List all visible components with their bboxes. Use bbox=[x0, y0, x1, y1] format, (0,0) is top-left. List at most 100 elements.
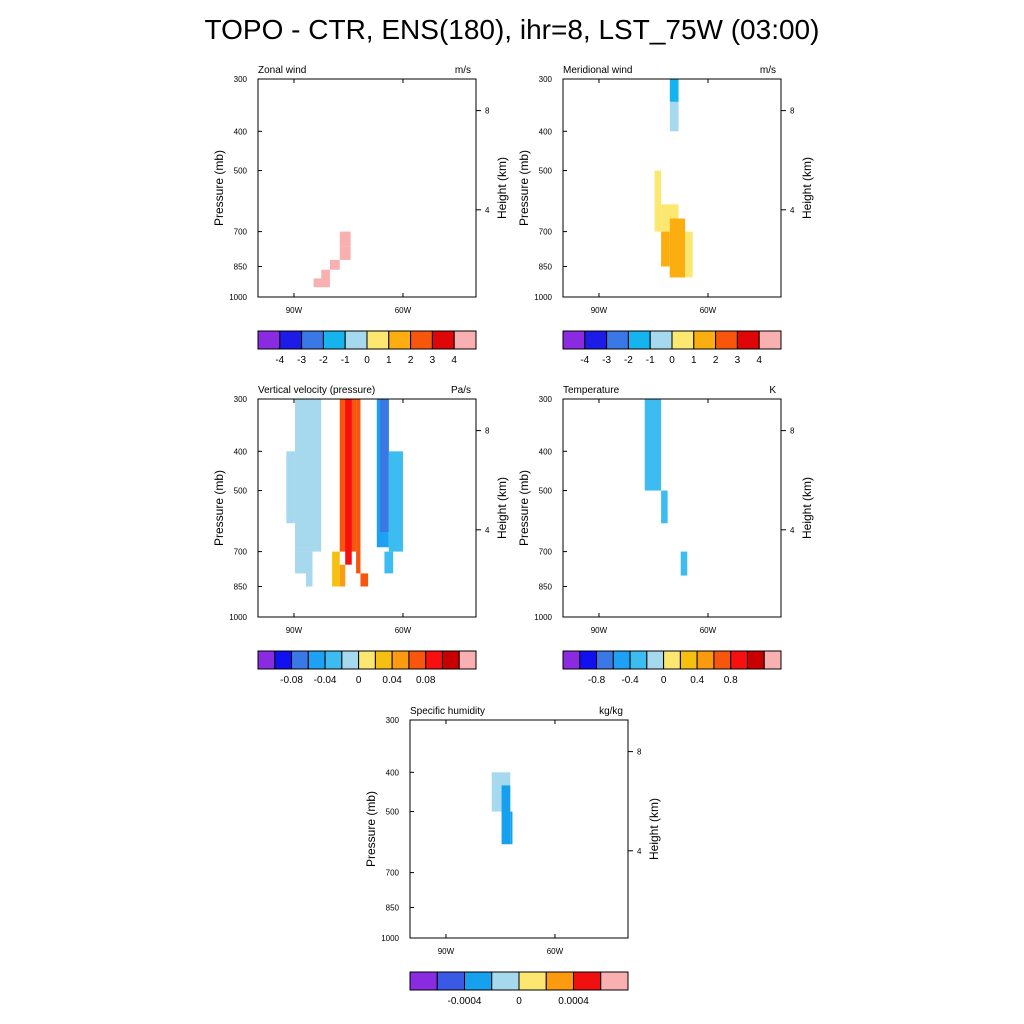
field-cell bbox=[380, 399, 389, 532]
colorbar-swatch bbox=[606, 330, 629, 350]
field-cell bbox=[329, 259, 340, 270]
right-tick-label: 8 bbox=[485, 107, 490, 116]
field-cell bbox=[305, 551, 313, 587]
colorbar-label: -0.4 bbox=[621, 675, 639, 686]
field-cell bbox=[360, 573, 369, 587]
x-tick-label: 90W bbox=[591, 306, 608, 315]
x-tick-label: 90W bbox=[591, 626, 608, 635]
colorbar-label: -4 bbox=[580, 355, 589, 366]
plot-frame bbox=[562, 398, 782, 618]
colorbar-swatch bbox=[629, 650, 648, 670]
field-cell bbox=[388, 451, 403, 552]
colorbar-swatch bbox=[324, 650, 343, 670]
colorbar-label: 0 bbox=[661, 675, 667, 686]
y-tick-label: 300 bbox=[539, 395, 553, 404]
field-cell bbox=[669, 218, 686, 278]
colorbar-swatch bbox=[257, 650, 276, 670]
colorbar-label: 0.08 bbox=[416, 675, 436, 686]
right-tick-label: 4 bbox=[790, 526, 795, 535]
y-tick-label: 400 bbox=[539, 127, 553, 136]
panel-3: Vertical velocity (pressure) Pa/s 300 400 50… bbox=[212, 385, 509, 686]
colorbar-swatch bbox=[596, 650, 614, 670]
colorbar-swatch bbox=[758, 330, 782, 350]
colorbar-label: -2 bbox=[319, 355, 328, 366]
colorbar-swatch bbox=[408, 650, 427, 670]
colorbar-label: 4 bbox=[451, 355, 457, 366]
field-cell bbox=[332, 551, 340, 587]
right-tick-label: 8 bbox=[790, 107, 795, 116]
panel-units: kg/kg bbox=[599, 706, 623, 717]
colorbar-swatch bbox=[562, 330, 586, 350]
colorbar-label: 1 bbox=[386, 355, 392, 366]
panel-4: Temperature K 300 400 500 700 850 1000 90W 60W 8 4 P… bbox=[517, 385, 814, 686]
x-tick-label: 60W bbox=[395, 306, 412, 315]
y-tick-label: 500 bbox=[234, 167, 248, 176]
figure-title: TOPO - CTR, ENS(180), ihr=8, LST_75W (03… bbox=[204, 14, 820, 45]
colorbar-swatch bbox=[713, 650, 732, 670]
colorbar-label: -2 bbox=[624, 355, 633, 366]
colorbar-swatch bbox=[341, 650, 360, 670]
panel-2: Meridional wind m/s 300 400 500 700 850 1000 90W… bbox=[517, 65, 814, 366]
colorbar-swatch bbox=[301, 330, 324, 350]
colorbar-swatch bbox=[358, 650, 376, 670]
colorbar-label: 3 bbox=[430, 355, 436, 366]
right-tick-label: 4 bbox=[485, 526, 490, 535]
colorbar-swatch bbox=[649, 330, 673, 350]
right-tick-label: 4 bbox=[637, 847, 642, 856]
y-tick-label: 700 bbox=[539, 548, 553, 557]
field-cell bbox=[669, 101, 679, 132]
panel-title: Zonal wind bbox=[258, 65, 306, 76]
field-cell bbox=[286, 451, 296, 524]
colorbar-label: 0 bbox=[516, 996, 522, 1007]
colorbar-swatch bbox=[291, 650, 309, 670]
colorbar-swatch bbox=[458, 650, 477, 670]
plot-frame bbox=[257, 398, 477, 618]
y-tick-label: 300 bbox=[234, 75, 248, 84]
colorbar-swatch bbox=[391, 650, 410, 670]
colorbar-swatch bbox=[545, 971, 574, 991]
colorbar-label: -1 bbox=[646, 355, 655, 366]
field-cell bbox=[295, 551, 306, 574]
colorbar-label: 4 bbox=[756, 355, 762, 366]
x-tick-label: 90W bbox=[438, 947, 455, 956]
y-axis-label: Pressure (mb) bbox=[212, 150, 226, 226]
colorbar-swatch bbox=[409, 971, 438, 991]
field-cell bbox=[339, 246, 351, 260]
colorbar-swatch bbox=[366, 330, 390, 350]
colorbar-label: 2 bbox=[408, 355, 414, 366]
y-tick-label: 850 bbox=[539, 262, 553, 271]
field-cell bbox=[685, 231, 693, 278]
y-axis-label: Pressure (mb) bbox=[517, 470, 531, 546]
right-axis-label: Height (km) bbox=[647, 798, 661, 860]
colorbar-label: -0.08 bbox=[280, 675, 303, 686]
y-tick-label: 700 bbox=[234, 548, 248, 557]
colorbar-swatch bbox=[425, 650, 443, 670]
y-axis-label: Pressure (mb) bbox=[364, 791, 378, 867]
colorbar-swatch bbox=[307, 650, 326, 670]
right-tick-label: 4 bbox=[485, 206, 490, 215]
field-cell bbox=[680, 551, 688, 576]
panel-units: m/s bbox=[455, 65, 471, 76]
field-cell bbox=[510, 811, 513, 845]
y-tick-label: 850 bbox=[234, 582, 248, 591]
panel-title: Vertical velocity (pressure) bbox=[258, 385, 375, 396]
colorbar-swatch bbox=[693, 330, 717, 350]
y-tick-label: 700 bbox=[539, 228, 553, 237]
x-tick-label: 90W bbox=[286, 626, 303, 635]
colorbar-swatch bbox=[491, 971, 520, 991]
field-cell bbox=[321, 269, 330, 279]
colorbar-swatch bbox=[257, 330, 281, 350]
colorbar-swatch bbox=[763, 650, 782, 670]
colorbar-label: 0.4 bbox=[690, 675, 704, 686]
colorbar-swatch bbox=[436, 971, 465, 991]
right-tick-label: 8 bbox=[485, 427, 490, 436]
colorbar-label: -0.0004 bbox=[448, 996, 482, 1007]
field-cell bbox=[669, 266, 686, 278]
colorbar-label: -3 bbox=[602, 355, 611, 366]
right-axis-label: Height (km) bbox=[495, 477, 509, 539]
field-cell bbox=[384, 551, 394, 574]
y-axis-label: Pressure (mb) bbox=[212, 470, 226, 546]
y-tick-label: 500 bbox=[539, 487, 553, 496]
panel-title: Temperature bbox=[563, 385, 620, 396]
